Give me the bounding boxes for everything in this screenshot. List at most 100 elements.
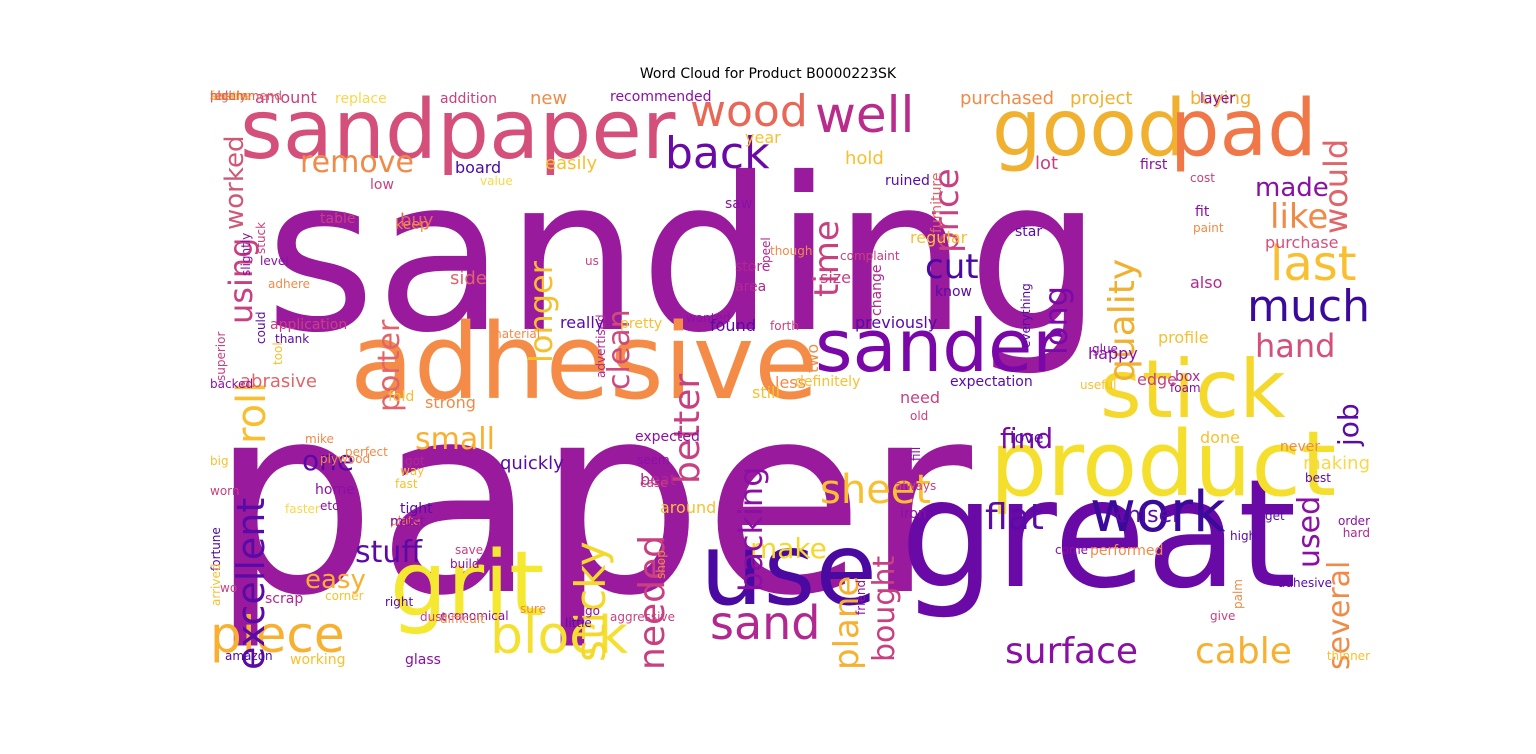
cloud-word: thank: [275, 332, 310, 346]
cloud-word: side: [450, 268, 487, 289]
cloud-word: little: [565, 616, 592, 630]
cloud-word: expectation: [950, 374, 1033, 390]
cloud-word: paper: [210, 348, 973, 653]
word-cloud: sanding paper great adhesive sandpaper good pa…: [210, 90, 1370, 670]
cloud-word: come: [1055, 543, 1089, 557]
cloud-word: like: [1270, 197, 1329, 237]
cloud-word: table: [320, 211, 356, 227]
cloud-word: grit: [390, 532, 545, 637]
cloud-word: furniture: [929, 172, 945, 234]
cloud-word: backing: [732, 466, 770, 592]
cloud-word: easy: [305, 565, 366, 595]
cloud-word: amount: [255, 90, 317, 107]
cloud-word: job: [1332, 402, 1365, 446]
cloud-word: used: [1292, 495, 1327, 568]
cloud-word: pretty: [620, 316, 663, 332]
cloud-word: project: [1070, 90, 1133, 109]
cloud-word: one: [302, 444, 355, 477]
cloud-word: layer: [1200, 91, 1236, 107]
cloud-word: remove: [300, 145, 414, 180]
cloud-word: star: [1015, 224, 1043, 240]
cloud-word: scrap: [265, 591, 304, 607]
cloud-word: complaint: [840, 249, 900, 263]
cloud-word: bought: [867, 555, 902, 662]
cloud-word: thinner: [1326, 649, 1370, 663]
cloud-word: adhesive: [350, 301, 819, 423]
cloud-word: another: [210, 90, 257, 103]
cloud-word: home: [315, 482, 355, 498]
cloud-word: flat: [985, 497, 1044, 538]
cloud-word: cable: [1195, 631, 1292, 670]
cloud-word: regular: [910, 228, 968, 247]
cloud-word: last: [1270, 236, 1357, 292]
cloud-word: year: [745, 128, 781, 147]
cloud-word: superior: [214, 331, 228, 382]
cloud-word: could: [254, 311, 268, 345]
cloud-word: way: [400, 464, 425, 478]
cloud-word: buy: [400, 210, 434, 231]
cloud-word: worn: [210, 484, 240, 498]
cloud-word: box: [1175, 369, 1201, 385]
cloud-word: fill: [909, 446, 923, 462]
cloud-word: working: [290, 652, 346, 668]
cloud-word: adhere: [268, 277, 311, 291]
cloud-word: aggressive: [610, 610, 675, 624]
cloud-word: hard: [1342, 526, 1370, 540]
cloud-word: quickly: [500, 453, 564, 474]
cloud-word: longer: [522, 260, 560, 363]
cloud-word: plywood: [320, 452, 371, 466]
cloud-word: application: [270, 317, 348, 333]
cloud-word: less: [775, 373, 806, 392]
cloud-word: must: [390, 514, 426, 530]
cloud-word: chisel: [1115, 503, 1179, 528]
cloud-word: low: [370, 177, 394, 193]
cloud-word: sanding: [265, 132, 1103, 379]
cloud-word: foam: [1170, 381, 1201, 395]
cloud-word: make: [750, 532, 827, 565]
cloud-word: abrasive: [240, 371, 317, 392]
cloud-word: first: [1140, 157, 1168, 173]
cloud-word: previously: [855, 313, 938, 332]
cloud-word: pas: [210, 90, 232, 103]
cloud-word: us: [585, 254, 599, 268]
cloud-word: forth: [770, 319, 799, 333]
cloud-word: backed: [210, 377, 254, 391]
cloud-word: far: [210, 90, 227, 103]
cloud-word: got: [405, 454, 425, 468]
cloud-word: save: [455, 543, 484, 557]
cloud-word: work: [1090, 480, 1226, 545]
cloud-word: right: [385, 595, 414, 609]
cloud-word: seems: [210, 90, 249, 103]
cloud-word: cut: [925, 247, 979, 287]
cloud-word: piece: [210, 606, 345, 664]
cloud-word: find: [1000, 422, 1054, 455]
cloud-word: plate: [390, 514, 421, 528]
cloud-word: etc: [320, 499, 339, 513]
cloud-word: though: [770, 244, 813, 258]
cloud-word: happy: [1088, 344, 1138, 363]
cloud-word: economical: [440, 609, 509, 623]
cloud-word: small: [415, 422, 495, 457]
cloud-word: love: [1010, 428, 1044, 447]
cloud-word: seem: [637, 453, 670, 467]
cloud-word: never: [1280, 439, 1321, 455]
cloud-word: stick: [1100, 343, 1286, 436]
cloud-word: able: [210, 90, 236, 103]
cloud-word: stuff: [355, 535, 423, 570]
cloud-word: made: [1255, 173, 1329, 203]
cloud-word: pad: [1170, 90, 1317, 174]
cloud-word: perfect: [345, 445, 388, 459]
cloud-word: wood: [690, 90, 808, 137]
cloud-word: adhesive: [1278, 576, 1333, 590]
cloud-word: new: [530, 90, 568, 109]
cloud-word: sand: [710, 596, 821, 650]
cloud-word: easily: [545, 153, 598, 174]
cloud-word: sheet: [820, 467, 932, 513]
cloud-word: material: [490, 327, 541, 341]
cloud-word: profile: [1158, 328, 1209, 347]
cloud-word: two: [803, 344, 822, 374]
cloud-word: sticky: [566, 541, 615, 662]
cloud-word: cost: [1190, 171, 1215, 185]
cloud-word: around: [660, 498, 717, 517]
cloud-word: get: [1265, 509, 1285, 523]
